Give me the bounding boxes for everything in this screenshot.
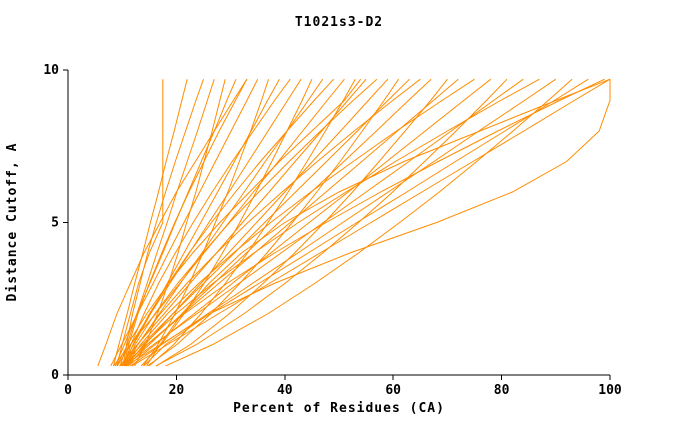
model-curve — [119, 79, 215, 367]
model-curve — [122, 78, 324, 367]
x-axis-label: Percent of Residues (CA) — [233, 401, 445, 416]
model-curve — [121, 78, 280, 367]
model-curve — [130, 78, 557, 367]
model-curve — [126, 78, 540, 367]
model-curve — [124, 78, 378, 367]
model-curve — [143, 79, 611, 367]
model-curve — [123, 78, 248, 367]
model-curve — [119, 78, 367, 367]
plot-axes: 0 20 40 60 80 100 0 5 10 — [43, 63, 622, 398]
model-curve — [122, 79, 204, 366]
model-curve — [125, 78, 421, 367]
y-tick-label: 5 — [51, 216, 59, 231]
model-curve — [142, 79, 269, 367]
model-curve — [125, 78, 475, 367]
model-curve — [134, 79, 226, 367]
model-curve — [127, 78, 492, 367]
x-tick-label: 20 — [169, 383, 185, 398]
model-curve — [110, 78, 259, 367]
plot-series — [97, 78, 611, 367]
model-curve — [123, 78, 334, 367]
model-curve — [116, 79, 164, 367]
model-curve — [147, 78, 400, 367]
model-curve — [127, 78, 605, 367]
model-curve — [140, 78, 313, 367]
x-tick-label: 60 — [385, 383, 401, 398]
y-tick-label: 0 — [51, 368, 59, 383]
model-curve — [116, 78, 362, 367]
model-curve — [125, 78, 589, 367]
model-curve — [123, 78, 291, 367]
model-curve — [131, 78, 611, 367]
model-curve — [120, 78, 410, 367]
x-tick-label: 80 — [494, 383, 510, 398]
model-curve — [146, 78, 611, 367]
model-curve — [156, 78, 448, 367]
model-curve — [125, 78, 389, 367]
model-curve — [113, 79, 188, 367]
model-curve — [155, 78, 508, 367]
model-curve — [165, 78, 573, 367]
model-curve — [97, 78, 248, 367]
x-tick-label: 0 — [64, 383, 72, 398]
x-tick-label: 40 — [277, 383, 293, 398]
y-tick-label: 10 — [43, 63, 59, 78]
x-tick-label: 100 — [598, 383, 622, 398]
y-axis-label: Distance Cutoff, A — [5, 143, 20, 302]
chart-title: T1021s3-D2 — [295, 15, 383, 30]
